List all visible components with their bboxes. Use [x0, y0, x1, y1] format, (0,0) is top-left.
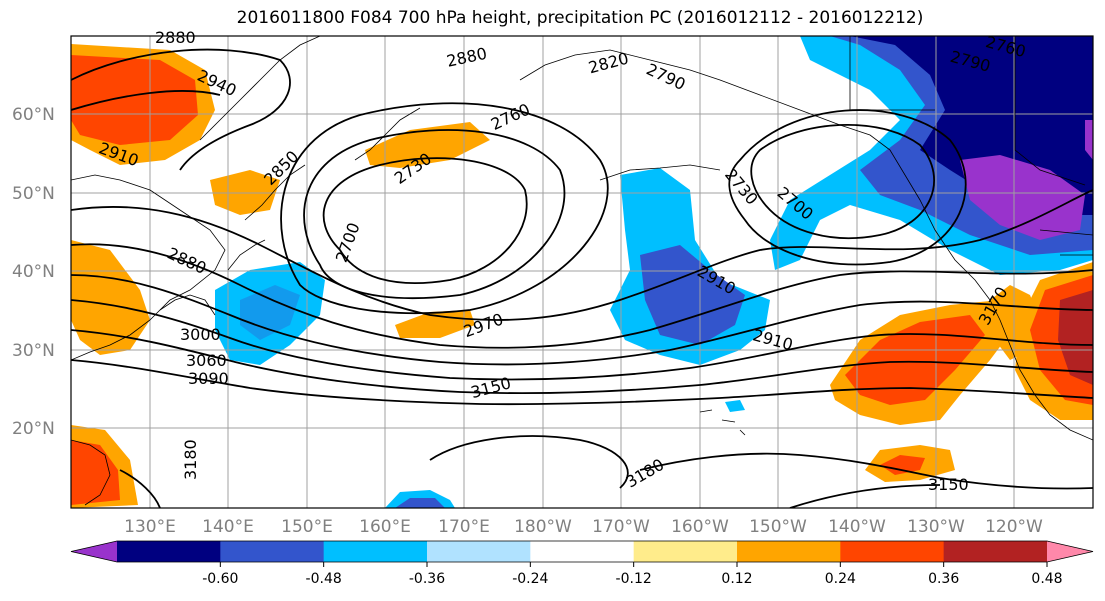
coastlines	[71, 36, 1093, 506]
lon-label: 170°W	[592, 517, 650, 537]
lon-labels: 130°E 140°E 150°E 160°E 170°E 180°W 170°…	[124, 517, 1043, 537]
lon-label: 140°E	[202, 517, 254, 537]
colorbar-segment	[530, 541, 635, 562]
colorbar-segment	[840, 541, 945, 562]
lat-label: 60°N	[12, 105, 55, 125]
lon-label: 150°W	[749, 517, 807, 537]
colorbar-segment	[117, 541, 221, 562]
colorbar	[70, 540, 1094, 563]
colorbar-tick-label: -0.12	[616, 571, 652, 587]
lon-label: 160°E	[359, 517, 411, 537]
contour-label: 3090	[188, 369, 229, 388]
lon-label: 130°W	[907, 517, 965, 537]
colorbar-tick-label: 0.12	[721, 571, 752, 587]
contour-label: 3150	[928, 475, 969, 494]
colorbar-tick-label: 0.48	[1031, 571, 1062, 587]
lon-label: 140°W	[828, 517, 886, 537]
lon-label: 180°W	[514, 517, 572, 537]
lat-label: 50°N	[12, 184, 55, 204]
lon-label: 150°E	[281, 517, 333, 537]
contour-label: 3180	[181, 439, 200, 480]
lat-label: 40°N	[12, 262, 55, 282]
lon-label: 120°W	[985, 517, 1043, 537]
colorbar-segment	[737, 541, 841, 562]
colorbar-ticks: -0.60 -0.48 -0.36 -0.24 -0.12 0.12 0.24 0.36 0.4…	[202, 562, 1063, 587]
colorbar-tick-label: -0.60	[202, 571, 238, 587]
lon-label: 160°W	[671, 517, 729, 537]
lat-label: 30°N	[12, 341, 55, 361]
lat-labels: 60°N 50°N 40°N 30°N 20°N	[12, 105, 55, 439]
colorbar-extend-high	[1047, 541, 1093, 562]
colorbar-segment	[633, 541, 738, 562]
colorbar-tick-label: 0.36	[928, 571, 959, 587]
colorbar-extend-low	[71, 541, 117, 562]
map-title: 2016011800 F084 700 hPa height, precipit…	[236, 8, 924, 28]
lat-label: 20°N	[12, 419, 55, 439]
colorbar-segment	[427, 541, 531, 562]
contour-label: 2880	[155, 28, 196, 47]
colorbar-tick-label: -0.36	[409, 571, 445, 587]
colorbar-outline	[70, 540, 1094, 563]
lon-label: 170°E	[438, 517, 490, 537]
colorbar-segment	[323, 541, 428, 562]
precip-shading	[71, 36, 1093, 508]
lon-label: 130°E	[124, 517, 176, 537]
height-contours	[71, 48, 1093, 508]
colorbar-segment	[943, 541, 1048, 562]
colorbar-tick-label: -0.48	[306, 571, 342, 587]
colorbar-tick-label: 0.24	[825, 571, 856, 587]
colorbar-tick-label: -0.24	[512, 571, 548, 587]
contour-label: 3000	[180, 325, 221, 344]
contour-label: 3060	[186, 351, 227, 370]
map-frame	[70, 35, 1094, 509]
colorbar-segment	[220, 541, 325, 562]
